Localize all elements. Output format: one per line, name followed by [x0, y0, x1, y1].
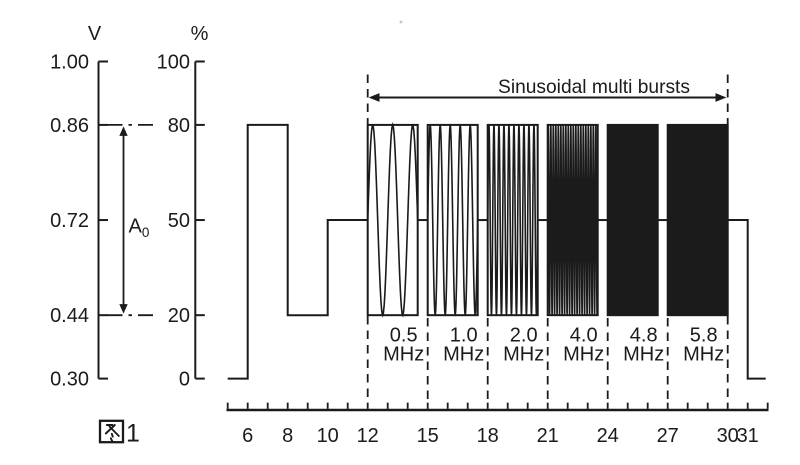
a0-label-subscript: 0 [142, 225, 150, 240]
figure-caption-number: 1 [126, 420, 140, 448]
ruler-tick-label: 18 [477, 425, 499, 447]
ruler-tick-label: 12 [357, 425, 379, 447]
axis-tick-label: 0 [179, 369, 190, 391]
burst-freq-label: 4.8 [630, 325, 658, 347]
ruler-tick-label: 30 [717, 425, 739, 447]
burst-unit-label: MHz [443, 344, 484, 366]
axis-tick-label: 80 [168, 115, 190, 137]
burst-unit-label: MHz [503, 344, 544, 366]
burst-freq-label: 0.5 [390, 325, 418, 347]
burst-sine-wave [366, 121, 419, 318]
axis-tick-label: 0.44 [50, 305, 89, 327]
axis-tick-label: 0.72 [50, 210, 89, 232]
ruler-tick-label: 15 [417, 425, 439, 447]
a0-arrow-head-down [119, 304, 128, 314]
tu-glyph-stroke [108, 425, 120, 437]
burst-unit-label: MHz [683, 344, 724, 366]
burst-unit-label: MHz [563, 344, 604, 366]
waveform-path [227, 123, 766, 380]
axis-tick-label: 1.00 [50, 51, 89, 73]
tu-glyph-stroke [109, 437, 114, 443]
burst-box-solid [606, 123, 659, 317]
multiburst-title: Sinusoidal multi bursts [498, 77, 690, 98]
ruler-tick-label: 27 [657, 425, 679, 447]
burst-freq-label: 4.0 [570, 325, 598, 347]
ruler-tick-label: 8 [282, 425, 293, 447]
burst-sine-wave [546, 124, 599, 316]
figure-caption: 1 [98, 419, 140, 448]
burst-freq-label: 5.8 [690, 325, 718, 347]
burst-freq-label: 2.0 [510, 325, 538, 347]
burst-box-solid [666, 123, 729, 317]
ruler-tick-label: 10 [317, 425, 339, 447]
generated-chart-layer: 1.000.860.720.440.3010080502000.5MHz1.0M… [50, 51, 769, 447]
ruler-tick-label: 6 [242, 425, 253, 447]
axis-tick-label: 100 [157, 51, 190, 73]
burst-sine-wave [486, 124, 539, 316]
burst-unit-label: MHz [623, 344, 664, 366]
tu-glyph-box [98, 419, 125, 444]
axis-tick-label: 0.30 [50, 369, 89, 391]
tu-glyph-stroke [104, 424, 116, 435]
burst-sine-wave [426, 124, 479, 316]
axis-tick-label: 50 [168, 210, 190, 232]
stray-dot [399, 20, 403, 24]
tu-character-glyph [98, 419, 125, 444]
percent-axis-title: % [191, 23, 209, 45]
burst-unit-label: MHz [383, 344, 424, 366]
a0-arrow-head-up [119, 126, 128, 136]
a0-label-main: A [129, 216, 143, 238]
ruler-tick-label: 24 [597, 425, 619, 447]
burst-freq-label: 1.0 [450, 325, 478, 347]
ruler-tick-label: 21 [537, 425, 559, 447]
amplitude-a0-label: A0 [129, 216, 150, 241]
tu-glyph-stroke [110, 432, 114, 438]
ruler-tick-label: 31 [737, 425, 759, 447]
static-text-layer: V % Sinusoidal multi bursts A0 1 [88, 20, 690, 448]
multiburst-arrow-head-right [715, 93, 727, 102]
multiburst-arrow-head-left [368, 93, 380, 102]
axis-tick-label: 20 [168, 305, 190, 327]
voltage-axis-title: V [88, 23, 102, 45]
axis-tick-label: 0.86 [50, 115, 89, 137]
